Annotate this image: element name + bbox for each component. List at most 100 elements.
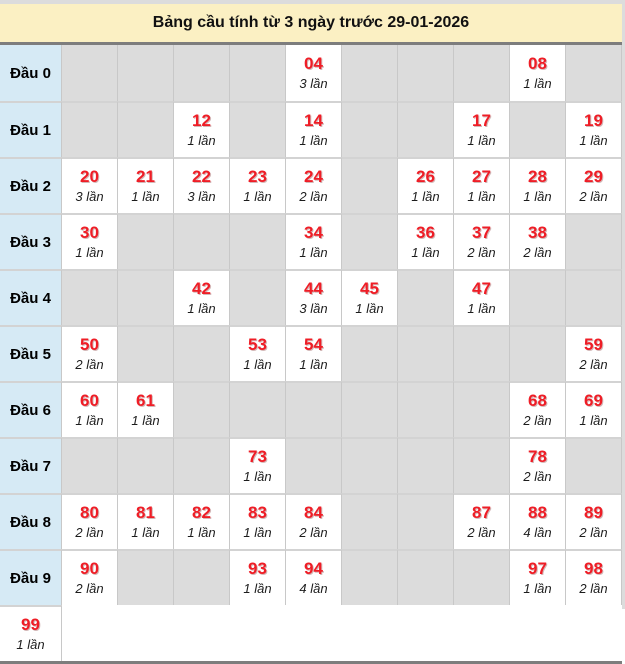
number-cell-89: 89 2 lần — [566, 493, 622, 549]
row-header: Đầu 0 — [0, 45, 62, 101]
empty-cell — [566, 45, 622, 101]
number-cell-28: 28 1 lần — [510, 157, 566, 213]
lottery-number: 80 — [80, 503, 99, 523]
empty-cell — [342, 381, 398, 437]
frequency-label: 1 lần — [411, 188, 440, 204]
empty-cell — [174, 45, 230, 101]
empty-cell — [342, 45, 398, 101]
number-cell-45: 45 1 lần — [342, 269, 398, 325]
empty-cell — [454, 437, 510, 493]
lottery-number: 36 — [416, 223, 435, 243]
number-cell-22: 22 3 lần — [174, 157, 230, 213]
number-cell-97: 97 1 lần — [510, 549, 566, 605]
lottery-number: 23 — [248, 167, 267, 187]
frequency-label: 1 lần — [523, 188, 552, 204]
lottery-number: 81 — [136, 503, 155, 523]
number-cell-50: 50 2 lần — [62, 325, 118, 381]
lottery-number: 28 — [528, 167, 547, 187]
lottery-number: 89 — [584, 503, 603, 523]
number-cell-21: 21 1 lần — [118, 157, 174, 213]
frequency-label: 1 lần — [411, 244, 440, 260]
row-header: Đầu 7 — [0, 437, 62, 493]
empty-cell — [62, 269, 118, 325]
lottery-number: 54 — [304, 335, 323, 355]
row-header: Đầu 8 — [0, 493, 62, 549]
number-cell-24: 24 2 lần — [286, 157, 342, 213]
frequency-label: 1 lần — [579, 132, 608, 148]
empty-cell — [118, 269, 174, 325]
frequency-label: 2 lần — [75, 356, 104, 372]
empty-cell — [174, 437, 230, 493]
frequency-label: 4 lần — [299, 580, 328, 596]
frequency-label: 4 lần — [523, 524, 552, 540]
lottery-number: 60 — [80, 391, 99, 411]
lottery-number: 19 — [584, 111, 603, 131]
lottery-number: 14 — [304, 111, 323, 131]
frequency-label: 1 lần — [243, 356, 272, 372]
lottery-number: 69 — [584, 391, 603, 411]
lottery-number: 97 — [528, 559, 547, 579]
frequency-label: 1 lần — [16, 636, 45, 652]
lottery-number: 83 — [248, 503, 267, 523]
number-cell-26: 26 1 lần — [398, 157, 454, 213]
lottery-number: 87 — [472, 503, 491, 523]
number-cell-42: 42 1 lần — [174, 269, 230, 325]
empty-cell — [342, 437, 398, 493]
lottery-number: 44 — [304, 279, 323, 299]
empty-cell — [566, 437, 622, 493]
empty-cell — [566, 269, 622, 325]
empty-cell — [398, 493, 454, 549]
empty-cell — [566, 213, 622, 269]
empty-cell — [454, 45, 510, 101]
empty-cell — [454, 325, 510, 381]
number-cell-54: 54 1 lần — [286, 325, 342, 381]
lottery-number: 29 — [584, 167, 603, 187]
number-cell-30: 30 1 lần — [62, 213, 118, 269]
empty-cell — [342, 213, 398, 269]
frequency-label: 1 lần — [187, 300, 216, 316]
frequency-label: 3 lần — [299, 300, 328, 316]
lottery-number: 68 — [528, 391, 547, 411]
lottery-number: 45 — [360, 279, 379, 299]
empty-cell — [230, 101, 286, 157]
frequency-label: 2 lần — [467, 244, 496, 260]
empty-cell — [62, 437, 118, 493]
frequency-label: 1 lần — [131, 188, 160, 204]
number-cell-36: 36 1 lần — [398, 213, 454, 269]
empty-cell — [510, 269, 566, 325]
empty-cell — [342, 493, 398, 549]
empty-cell — [398, 381, 454, 437]
frequency-label: 1 lần — [243, 580, 272, 596]
empty-cell — [398, 437, 454, 493]
lottery-number: 08 — [528, 54, 547, 74]
frequency-label: 3 lần — [187, 188, 216, 204]
empty-cell — [62, 45, 118, 101]
number-cell-83: 83 1 lần — [230, 493, 286, 549]
number-cell-59: 59 2 lần — [566, 325, 622, 381]
empty-cell — [454, 381, 510, 437]
frequency-label: 1 lần — [467, 132, 496, 148]
frequency-label: 1 lần — [187, 524, 216, 540]
frequency-label: 2 lần — [75, 580, 104, 596]
lottery-number: 17 — [472, 111, 491, 131]
frequency-label: 2 lần — [579, 524, 608, 540]
number-cell-80: 80 2 lần — [62, 493, 118, 549]
number-cell-99: 99 1 lần — [0, 605, 62, 661]
empty-cell — [62, 101, 118, 157]
frequency-label: 3 lần — [299, 75, 328, 91]
lottery-number: 93 — [248, 559, 267, 579]
number-cell-44: 44 3 lần — [286, 269, 342, 325]
frequency-label: 1 lần — [75, 244, 104, 260]
lottery-number: 30 — [80, 223, 99, 243]
number-cell-61: 61 1 lần — [118, 381, 174, 437]
frequency-label: 2 lần — [579, 356, 608, 372]
number-cell-29: 29 2 lần — [566, 157, 622, 213]
empty-cell — [174, 213, 230, 269]
number-cell-12: 12 1 lần — [174, 101, 230, 157]
frequency-label: 1 lần — [299, 356, 328, 372]
number-cell-88: 88 4 lần — [510, 493, 566, 549]
frequency-label: 1 lần — [131, 524, 160, 540]
frequency-label: 2 lần — [523, 468, 552, 484]
empty-cell — [398, 549, 454, 605]
